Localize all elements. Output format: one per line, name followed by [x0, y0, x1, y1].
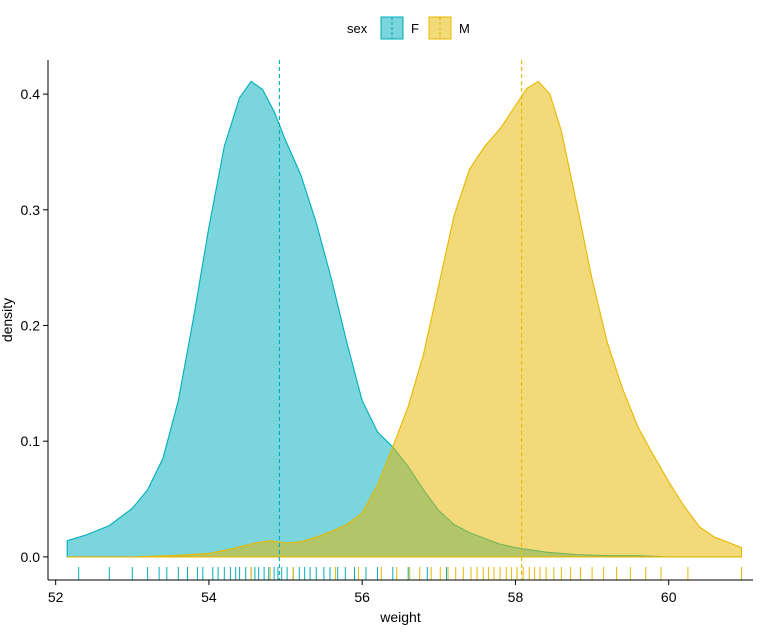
y-tick-label: 0.4 — [21, 86, 41, 102]
legend-label-m: M — [459, 21, 470, 36]
x-tick-label: 60 — [661, 589, 677, 605]
x-axis-title: weight — [379, 609, 421, 625]
x-tick-label: 54 — [201, 589, 217, 605]
legend-item-f: F — [380, 16, 419, 40]
y-tick-label: 0.2 — [21, 317, 41, 333]
x-tick-label: 52 — [48, 589, 64, 605]
density-area-m — [67, 80, 743, 558]
plot-panel: 52 54 56 58 60 0.0 0.1 0.2 0.3 0.4 — [21, 60, 753, 605]
legend-title: sex — [347, 21, 368, 36]
density-areas — [66, 80, 743, 558]
legend-label-f: F — [411, 21, 419, 36]
x-tick-label: 56 — [354, 589, 370, 605]
y-axis-title: density — [0, 298, 15, 342]
y-tick-label: 0.1 — [21, 433, 41, 449]
rug-layer — [78, 567, 742, 580]
y-tick-label: 0.0 — [21, 549, 41, 565]
axes: 52 54 56 58 60 0.0 0.1 0.2 0.3 0.4 — [21, 60, 753, 605]
mean-lines — [278, 60, 523, 580]
y-tick-label: 0.3 — [21, 202, 41, 218]
legend-item-m: M — [428, 16, 470, 40]
x-tick-label: 58 — [508, 589, 524, 605]
